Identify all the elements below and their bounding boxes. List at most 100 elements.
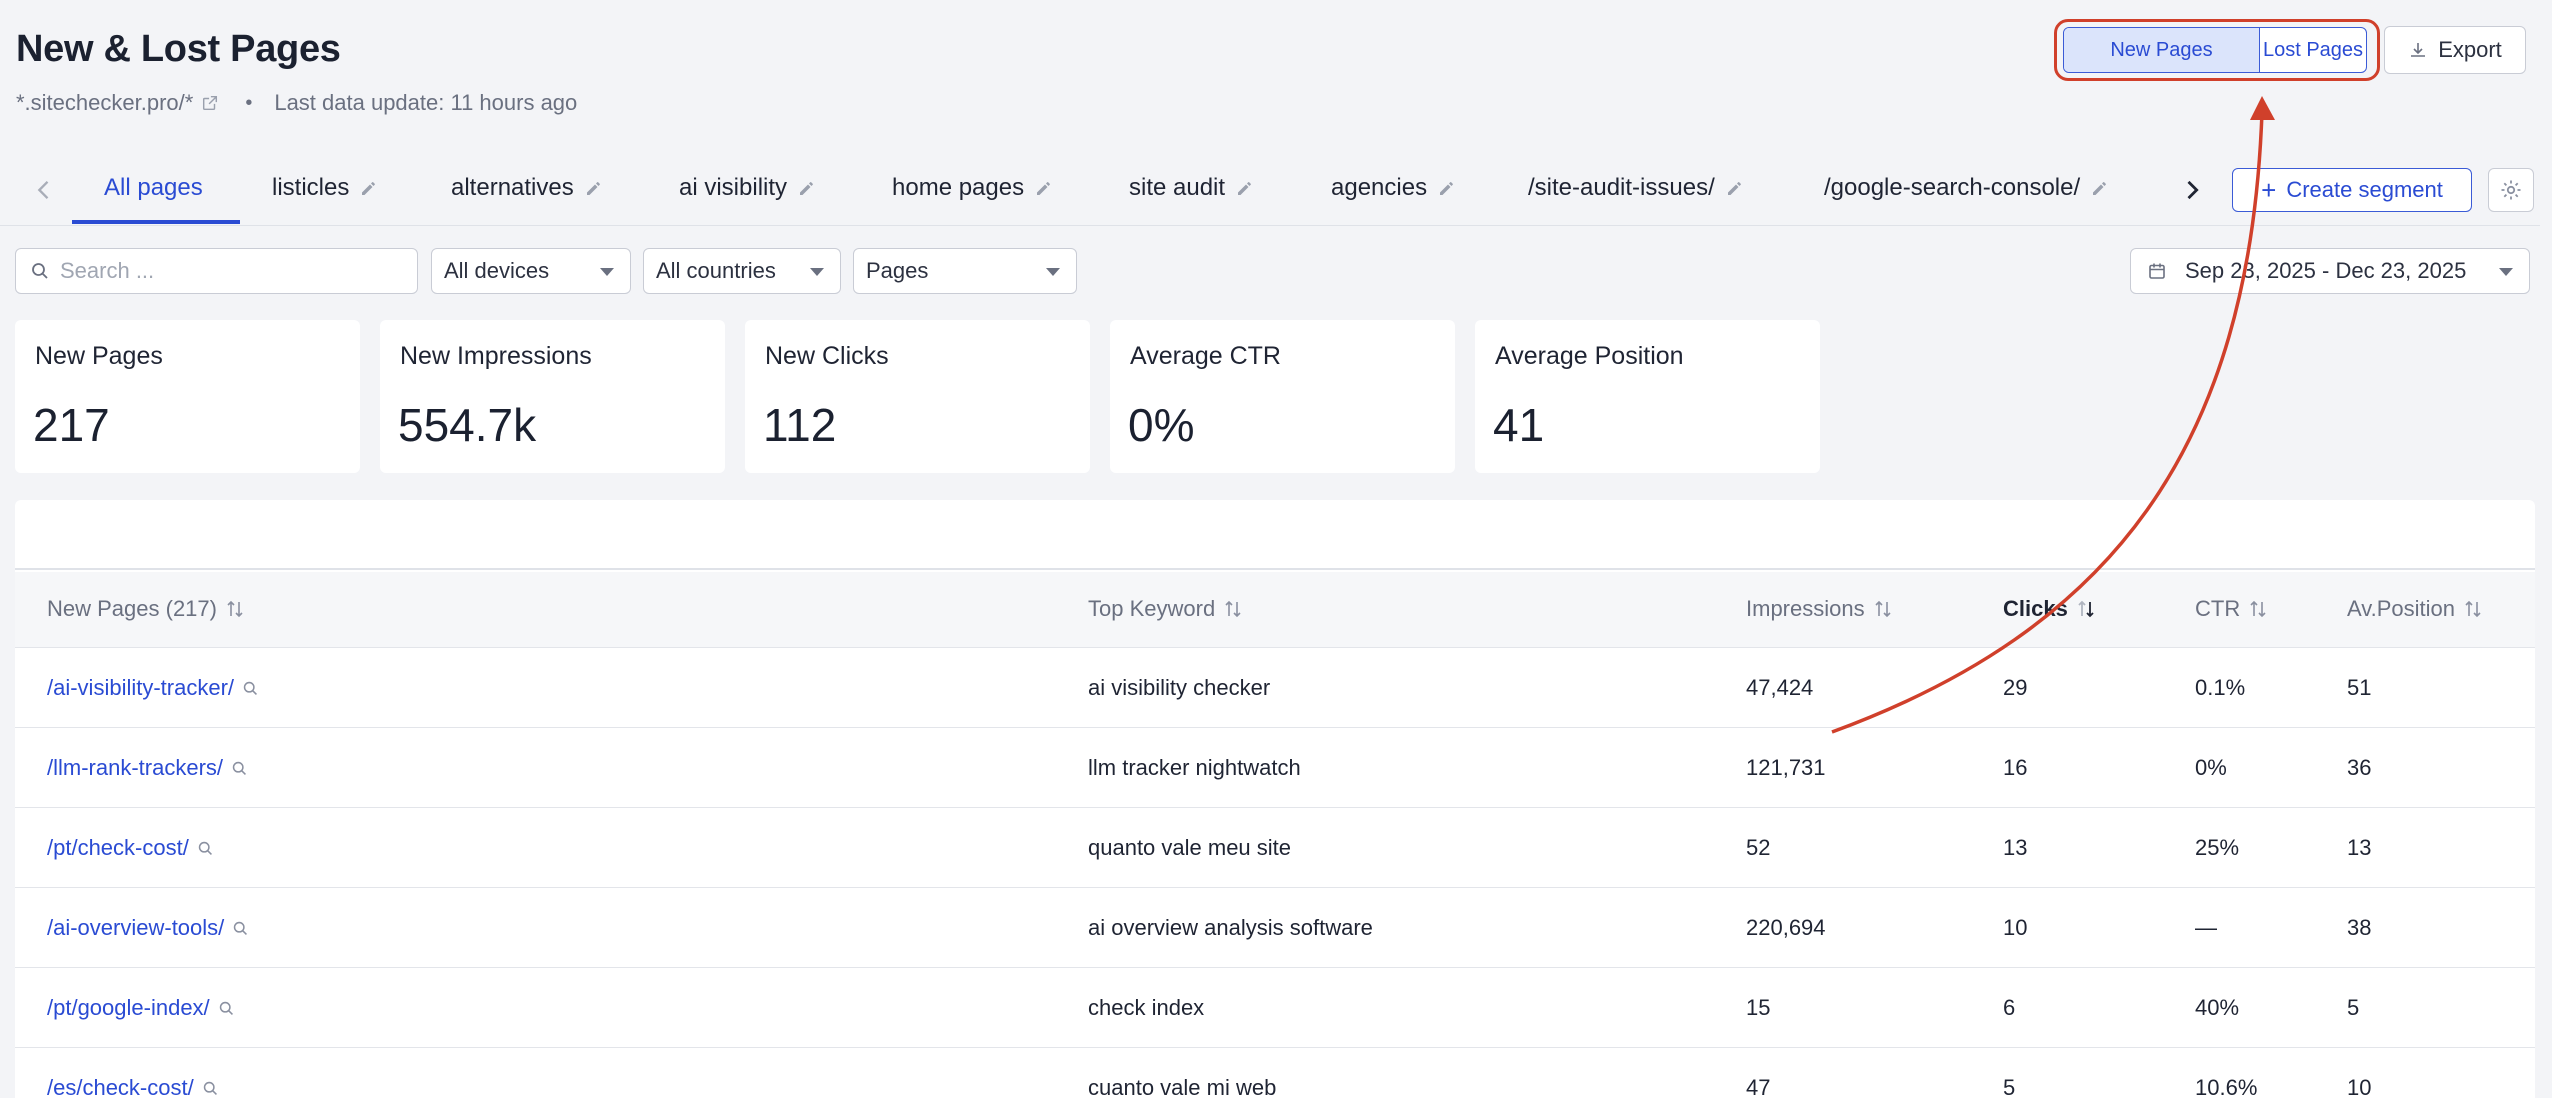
devices-select[interactable]: All devices [431,248,631,294]
clicks-cell: 16 [2003,755,2028,780]
card-value: 0% [1128,399,1195,451]
page-link[interactable]: /ai-overview-tools/ [47,915,249,941]
create-segment-button[interactable]: + Create segment [2232,168,2472,212]
ctr-cell: 0% [2195,755,2227,780]
site-domain: *.sitechecker.pro/* [16,90,194,115]
external-link-icon[interactable] [201,94,219,112]
tab-listicles[interactable]: listicles [272,174,379,202]
edit-icon[interactable] [584,178,604,198]
edit-icon[interactable] [359,178,379,198]
col-header-clicks[interactable]: Clicks [2003,596,2096,622]
position-cell: 38 [2347,915,2372,940]
col-header-position[interactable]: Av.Position [2347,596,2483,622]
search-icon[interactable] [218,1000,235,1017]
page-title: New & Lost Pages [16,28,341,70]
clicks-cell: 13 [2003,835,2028,860]
panel-toolbar [15,500,2535,570]
table-row: /ai-overview-tools/ ai overview analysis… [15,888,2535,968]
gear-icon [2501,180,2521,200]
edit-icon[interactable] [1437,178,1457,198]
site-info: *.sitechecker.pro/* • Last data update: … [16,90,577,116]
card-value: 554.7k [398,399,537,451]
tab-all-pages[interactable]: All pages [104,174,203,202]
search-icon[interactable] [197,840,214,857]
keyword-cell: quanto vale meu site [1088,835,1292,860]
plus-icon: + [2261,174,2277,205]
page-link[interactable]: /llm-rank-trackers/ [47,755,248,781]
tab-ai-visibility[interactable]: ai visibility [679,174,817,202]
lost-pages-toggle[interactable]: Lost Pages [2262,38,2364,61]
date-range-value: Sep 23, 2025 - Dec 23, 2025 [2185,258,2467,283]
card-label: New Clicks [765,342,889,370]
sort-desc-icon [2078,600,2094,618]
type-select[interactable]: Pages [853,248,1077,294]
position-cell: 10 [2347,1075,2372,1098]
ctr-cell: — [2195,915,2217,940]
keyword-cell: cuanto vale mi web [1088,1075,1277,1098]
chevron-right-icon[interactable] [2178,176,2206,204]
tab-alternatives[interactable]: alternatives [451,174,604,202]
tab-label: All pages [104,174,203,201]
ctr-cell: 0.1% [2195,675,2246,700]
new-pages-toggle[interactable]: New Pages [2064,28,2260,72]
sort-icon [1875,600,1891,618]
search-icon[interactable] [242,680,259,697]
table-row: /pt/check-cost/ quanto vale meu site 52 … [15,808,2535,888]
col-header-page[interactable]: New Pages (217) [47,596,245,622]
search-icon[interactable] [232,920,249,937]
card-average-ctr: Average CTR 0% [1110,320,1455,473]
table-header: New Pages (217) Top Keyword Impressions … [15,572,2535,648]
table-row: /llm-rank-trackers/ llm tracker nightwat… [15,728,2535,808]
table-row: /pt/google-index/ check index 15 6 40% 5 [15,968,2535,1048]
impressions-cell: 121,731 [1746,755,1826,780]
segment-settings-button[interactable] [2488,168,2534,212]
card-value: 112 [763,399,837,451]
tab-home-pages[interactable]: home pages [892,174,1054,202]
page-link[interactable]: /es/check-cost/ [47,1075,219,1098]
edit-icon[interactable] [1725,178,1745,198]
tab-label: alternatives [451,174,574,201]
filter-bar: All devices All countries Pages Sep 23, … [0,248,2552,294]
pages-toggle: New Pages Lost Pages [2063,27,2367,73]
tab-google-search-console[interactable]: /google-search-console/ [1824,174,2110,202]
export-label: Export [2438,37,2502,62]
ctr-cell: 25% [2195,835,2240,860]
edit-icon[interactable] [1034,178,1054,198]
export-button[interactable]: Export [2384,26,2526,74]
annotation-highlight [2054,19,2380,81]
tab-site-audit-issues[interactable]: /site-audit-issues/ [1528,174,1745,202]
impressions-cell: 47 [1746,1075,1771,1098]
search-box [15,248,418,294]
keyword-cell: ai overview analysis software [1088,915,1373,940]
tab-agencies[interactable]: agencies [1331,174,1457,202]
tab-label: home pages [892,174,1025,201]
search-input[interactable] [60,258,400,284]
col-header-ctr[interactable]: CTR [2195,596,2268,622]
last-update: Last data update: 11 hours ago [274,90,578,115]
position-cell: 51 [2347,675,2372,700]
edit-icon[interactable] [1235,178,1255,198]
tab-label: site audit [1129,174,1226,201]
keyword-cell: ai visibility checker [1088,675,1271,700]
tab-label: /google-search-console/ [1824,174,2081,201]
page-link[interactable]: /pt/check-cost/ [47,835,214,861]
table-row: /ai-visibility-tracker/ ai visibility ch… [15,648,2535,728]
tab-label: listicles [272,174,350,201]
countries-select[interactable]: All countries [643,248,841,294]
search-icon[interactable] [231,760,248,777]
tab-site-audit[interactable]: site audit [1129,174,1255,202]
caret-down-icon [1046,268,1060,276]
search-icon[interactable] [202,1080,219,1097]
chevron-left-icon[interactable] [30,176,58,204]
page-link[interactable]: /ai-visibility-tracker/ [47,675,259,701]
create-segment-label: Create segment [2286,177,2443,202]
edit-icon[interactable] [2090,178,2110,198]
col-header-impressions[interactable]: Impressions [1746,596,1893,622]
col-header-keyword[interactable]: Top Keyword [1088,596,1243,622]
page-link[interactable]: /pt/google-index/ [47,995,235,1021]
date-range-picker[interactable]: Sep 23, 2025 - Dec 23, 2025 [2130,248,2530,294]
ctr-cell: 10.6% [2195,1075,2258,1098]
position-cell: 5 [2347,995,2360,1020]
separator-dot: • [245,91,253,114]
edit-icon[interactable] [797,178,817,198]
